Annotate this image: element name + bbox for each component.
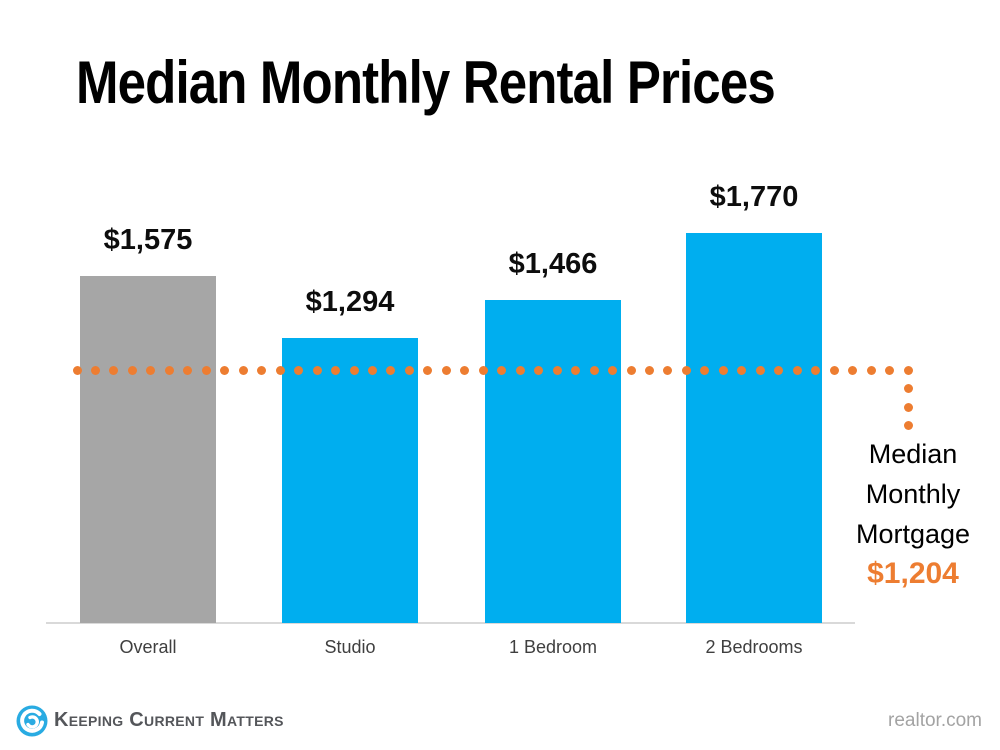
reference-line-dot [72, 366, 82, 375]
category-label-overall: Overall [119, 637, 177, 657]
reference-line-dot [774, 366, 784, 375]
reference-line-dot [829, 366, 839, 375]
reference-line-dot [903, 384, 913, 394]
bar-2-bedrooms [686, 233, 822, 623]
reference-line-dot [478, 366, 488, 375]
reference-line-dot [792, 366, 802, 375]
reference-line-dot [220, 366, 230, 375]
reference-line-dot [238, 366, 248, 375]
reference-line-dot [644, 366, 654, 375]
reference-line-dot [294, 366, 304, 375]
mortgage-annotation-line: Mortgage [855, 519, 971, 549]
reference-line-dot [312, 366, 322, 375]
x-axis-line [46, 622, 855, 624]
mortgage-annotation-line: Median [868, 439, 958, 469]
reference-line-dot [700, 366, 710, 375]
reference-line-dot [275, 366, 285, 375]
kcm-swirl-logo-icon [16, 705, 48, 737]
reference-line-dot [755, 366, 765, 375]
reference-line-dot [681, 366, 691, 375]
reference-line-dot [497, 366, 507, 375]
category-label-studio: Studio [324, 637, 376, 657]
reference-line-dot [183, 366, 193, 375]
category-label-2-bedrooms: 2 Bedrooms [705, 637, 803, 657]
reference-line-dot [90, 366, 100, 375]
bar-overall [80, 276, 216, 623]
reference-line-dot [515, 366, 525, 375]
value-label-2-bedrooms: $1,770 [709, 181, 799, 213]
reference-line-dot [201, 366, 211, 375]
reference-line-dot [127, 366, 137, 375]
reference-line-dot [534, 366, 544, 375]
reference-line-dot [257, 366, 267, 375]
value-label-1-bedroom: $1,466 [508, 248, 598, 280]
source-attribution: realtor.com [888, 710, 982, 731]
reference-line-dot [903, 366, 913, 375]
mortgage-annotation-line: Monthly [865, 479, 961, 509]
value-label-overall: $1,575 [103, 224, 193, 256]
reference-line-dot [811, 366, 821, 375]
reference-line-dot [146, 366, 156, 375]
mortgage-value-label: $1,204 [867, 557, 959, 590]
reference-line-dot [331, 366, 341, 375]
reference-line-dot [866, 366, 876, 375]
reference-line-dot [626, 366, 636, 375]
brand-wordmark: Keeping Current Matters [54, 709, 284, 731]
reference-line-dot [552, 366, 562, 375]
reference-line-dot [571, 366, 581, 375]
reference-line-dot [349, 366, 359, 375]
reference-line-dot [404, 366, 414, 375]
reference-line-dot [109, 366, 119, 375]
reference-line-dot [663, 366, 673, 375]
reference-line-dot [589, 366, 599, 375]
reference-line-dot [423, 366, 433, 375]
value-label-studio: $1,294 [305, 286, 395, 318]
reference-line-dot [386, 366, 396, 375]
reference-line-dot [164, 366, 174, 375]
reference-line-dot [718, 366, 728, 375]
reference-line-dot [903, 421, 913, 431]
reference-line-dot [367, 366, 377, 375]
bar-studio [282, 338, 418, 623]
mortgage-annotation: Median Monthly Mortgage $1,204 [818, 434, 1000, 594]
category-label-1-bedroom: 1 Bedroom [508, 637, 598, 657]
bar-1-bedroom [485, 300, 621, 623]
chart-title: Median Monthly Rental Prices [76, 49, 776, 116]
reference-line-dot [460, 366, 470, 375]
reference-line-dot [737, 366, 747, 375]
reference-line-dot [885, 366, 895, 375]
reference-line-dot [441, 366, 451, 375]
reference-line-dot [608, 366, 618, 375]
reference-line-dot [903, 402, 913, 412]
reference-line-dot [848, 366, 858, 375]
mortgage-annotation-label: Median Monthly Mortgage [818, 434, 1000, 554]
